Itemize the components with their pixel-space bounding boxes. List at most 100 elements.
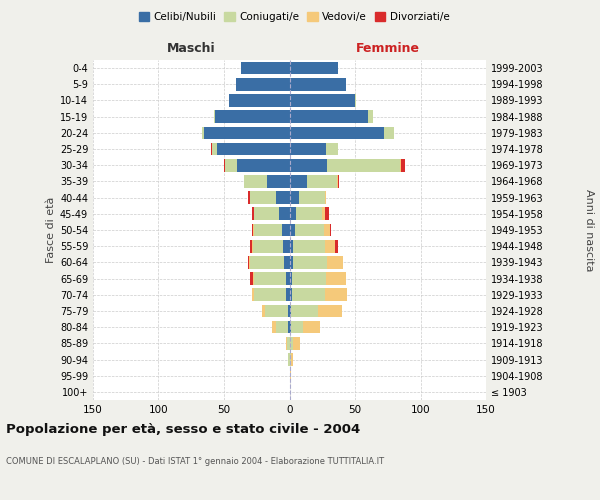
Bar	[290, 94, 355, 107]
Bar	[290, 192, 299, 204]
Bar	[254, 272, 286, 285]
Bar	[355, 94, 356, 107]
Bar	[290, 256, 293, 268]
Bar	[248, 256, 249, 268]
Bar	[290, 353, 291, 366]
Bar	[384, 126, 394, 139]
Bar	[325, 240, 335, 252]
Bar	[290, 370, 291, 382]
Bar	[205, 126, 290, 139]
Bar	[241, 62, 290, 74]
Bar	[290, 159, 328, 172]
Bar	[254, 224, 281, 236]
Bar	[251, 288, 254, 301]
Bar	[277, 192, 290, 204]
Bar	[283, 240, 290, 252]
Y-axis label: Fasce di età: Fasce di età	[46, 197, 56, 263]
Bar	[277, 321, 288, 334]
Bar	[212, 142, 217, 156]
Bar	[249, 256, 250, 268]
Bar	[250, 240, 251, 252]
Bar	[290, 321, 291, 334]
Bar	[328, 256, 343, 268]
Bar	[265, 304, 288, 318]
Bar	[290, 224, 295, 236]
Bar	[335, 240, 338, 252]
Bar	[253, 224, 254, 236]
Bar	[325, 192, 326, 204]
Bar	[253, 240, 283, 252]
Bar	[286, 337, 287, 349]
Bar	[325, 288, 347, 301]
Bar	[284, 256, 290, 268]
Bar	[290, 78, 346, 90]
Text: Maschi: Maschi	[167, 42, 215, 55]
Bar	[325, 208, 329, 220]
Bar	[237, 159, 290, 172]
Text: COMUNE DI ESCALAPLANO (SU) - Dati ISTAT 1° gennaio 2004 - Elaborazione TUTTITALI: COMUNE DI ESCALAPLANO (SU) - Dati ISTAT …	[6, 458, 384, 466]
Bar	[328, 159, 400, 172]
Bar	[326, 272, 346, 285]
Bar	[215, 110, 290, 123]
Bar	[290, 126, 384, 139]
Bar	[287, 337, 290, 349]
Bar	[267, 175, 290, 188]
Bar	[290, 272, 292, 285]
Bar	[253, 272, 254, 285]
Bar	[290, 62, 338, 74]
Bar	[254, 288, 286, 301]
Bar	[224, 159, 226, 172]
Bar	[288, 321, 290, 334]
Bar	[272, 321, 277, 334]
Bar	[251, 240, 253, 252]
Bar	[293, 256, 328, 268]
Bar	[330, 224, 331, 236]
Bar	[295, 224, 323, 236]
Bar	[291, 353, 293, 366]
Bar	[307, 175, 337, 188]
Bar	[251, 208, 254, 220]
Bar	[226, 159, 237, 172]
Bar	[250, 272, 253, 285]
Text: Popolazione per età, sesso e stato civile - 2004: Popolazione per età, sesso e stato civil…	[6, 422, 360, 436]
Bar	[291, 321, 302, 334]
Bar	[290, 337, 293, 349]
Bar	[326, 142, 338, 156]
Bar	[401, 159, 405, 172]
Bar	[211, 142, 212, 156]
Bar	[279, 208, 290, 220]
Bar	[244, 175, 267, 188]
Bar	[286, 288, 290, 301]
Bar	[299, 192, 325, 204]
Bar	[290, 240, 293, 252]
Bar	[293, 240, 325, 252]
Bar	[337, 175, 338, 188]
Bar	[296, 208, 322, 220]
Text: Anni di nascita: Anni di nascita	[584, 188, 594, 271]
Bar	[248, 192, 250, 204]
Text: Femmine: Femmine	[356, 42, 420, 55]
Bar	[281, 224, 290, 236]
Bar	[319, 304, 342, 318]
Bar	[290, 208, 296, 220]
Bar	[290, 304, 291, 318]
Bar	[338, 175, 339, 188]
Bar	[250, 256, 284, 268]
Bar	[323, 224, 330, 236]
Bar	[229, 94, 290, 107]
Bar	[368, 110, 373, 123]
Legend: Celibi/Nubili, Coniugati/e, Vedovi/e, Divorziati/e: Celibi/Nubili, Coniugati/e, Vedovi/e, Di…	[134, 8, 454, 26]
Bar	[290, 175, 307, 188]
Bar	[254, 208, 279, 220]
Bar	[214, 110, 215, 123]
Bar	[400, 159, 401, 172]
Bar	[322, 208, 325, 220]
Bar	[293, 337, 300, 349]
Bar	[202, 126, 205, 139]
Bar	[290, 142, 326, 156]
Bar	[236, 78, 290, 90]
Bar	[290, 288, 292, 301]
Bar	[217, 142, 290, 156]
Bar	[292, 288, 325, 301]
Bar	[291, 304, 319, 318]
